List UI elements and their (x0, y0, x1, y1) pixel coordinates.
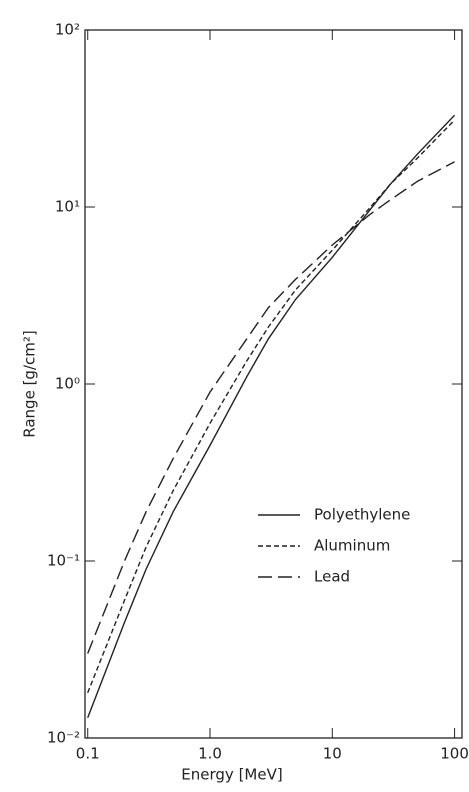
legend-label: Polyethylene (314, 506, 410, 524)
x-tick-label: 100 (440, 745, 469, 763)
y-tick-label: 10² (55, 21, 80, 39)
x-tick-label: 0.1 (76, 745, 100, 763)
plot-frame (84, 29, 463, 739)
line-aluminum (87, 119, 456, 694)
y-tick-label: 10¹ (55, 198, 80, 216)
legend-label: Aluminum (314, 537, 390, 555)
y-tick-label: 10⁰ (55, 375, 80, 393)
x-axis-label: Energy [MeV] (181, 766, 282, 784)
x-tick-label: 1.0 (198, 745, 222, 763)
legend-label: Lead (314, 568, 350, 586)
line-lead (87, 161, 455, 654)
y-tick-label: 10⁻¹ (47, 552, 80, 570)
y-axis-label: Range [g/cm²] (21, 330, 39, 437)
x-tick-label: 10 (323, 745, 342, 763)
y-tick-label: 10⁻² (47, 729, 80, 747)
line-polyethylene (87, 114, 456, 719)
